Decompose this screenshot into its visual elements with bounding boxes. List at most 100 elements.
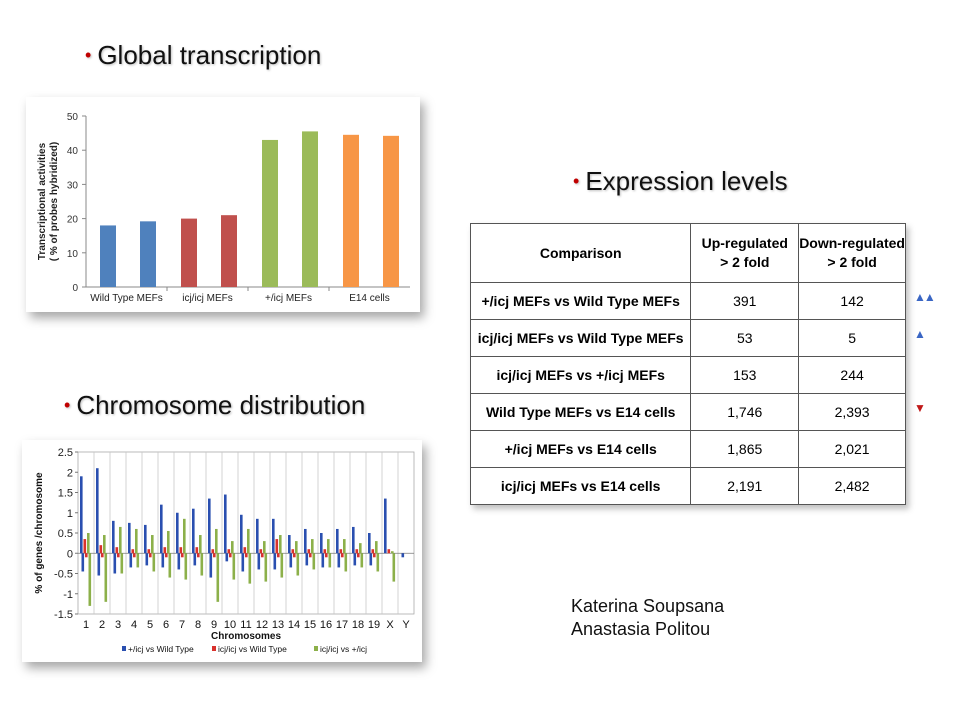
table-header-row: Comparison Up-regulated > 2 fold Down-reg… [469, 223, 906, 283]
table-row: icj/icj MEFs vs E14 cells 2,191 2,482 [469, 467, 906, 505]
chrom-chart-svg: -1.5-1-0.500.511.522.51 2 3 4 5 6 7 8 9 10 11 12 13 1… [34, 447, 415, 654]
bar [200, 553, 204, 576]
bar [209, 553, 213, 578]
bar [368, 533, 371, 554]
x-tick-label: 13 [272, 619, 284, 631]
bar [140, 221, 156, 287]
heading-chrom-text: Chromosome distribution [76, 390, 366, 420]
cell-comparison: Wild Type MEFs vs E14 cells [469, 393, 692, 431]
x-tick-label: X [386, 619, 394, 631]
bar [288, 535, 291, 554]
bar [256, 518, 259, 554]
y-tick-label: 1 [67, 508, 73, 520]
bar [304, 528, 307, 554]
legend-label: +/icj vs Wild Type [128, 644, 194, 654]
bar [240, 514, 243, 554]
bar [100, 225, 116, 287]
bar [165, 553, 168, 558]
bar [262, 139, 278, 287]
x-tick-label: E14 cells [349, 293, 390, 304]
bar [213, 553, 216, 558]
bar [401, 553, 405, 558]
cell-comparison: icj/icj MEFs vs +/icj MEFs [469, 356, 692, 394]
up-arrow-icon: ▲▲ [914, 290, 936, 304]
y-axis-title: Transcriptional activities( % of probes … [37, 142, 60, 261]
cell-comparison: +/icj MEFs vs E14 cells [469, 430, 692, 468]
bar [133, 553, 136, 558]
x-tick-label: 3 [115, 619, 121, 631]
expression-levels-table: Comparison Up-regulated > 2 fold Down-reg… [469, 223, 906, 505]
bar [384, 498, 387, 554]
heading-global-text: Global transcription [97, 40, 322, 70]
y-tick-label: 0 [72, 283, 78, 294]
bar [227, 549, 231, 554]
bar [343, 539, 346, 554]
bar [163, 547, 167, 554]
bar [309, 553, 312, 558]
bar [113, 553, 117, 574]
x-tick-label: 8 [195, 619, 201, 631]
bar [225, 553, 229, 562]
bar [99, 545, 103, 554]
bar [280, 553, 284, 578]
bar [355, 549, 359, 554]
bar [371, 549, 375, 554]
heading-expr-text: Expression levels [585, 166, 788, 196]
bar [277, 553, 280, 558]
x-tick-label: icj/icj MEFs [182, 293, 233, 304]
header-down-regulated: Down-regulated > 2 fold [798, 223, 906, 283]
cell-comparison: icj/icj MEFs vs Wild Type MEFs [469, 319, 692, 357]
bar [359, 543, 362, 554]
bar [231, 541, 234, 554]
x-tick-label: 16 [320, 619, 332, 631]
bar [151, 535, 154, 554]
bar [88, 553, 92, 606]
bar [85, 553, 88, 558]
bar [211, 549, 215, 554]
bar [129, 553, 133, 568]
bar [103, 535, 106, 554]
y-tick-label: -0.5 [54, 569, 73, 581]
x-tick-label: 7 [179, 619, 185, 631]
bar [339, 549, 343, 554]
bar [119, 526, 122, 554]
x-tick-label: Y [402, 619, 410, 631]
down-arrow-icon: ▼ [914, 401, 926, 415]
cell-down-regulated: 5 [798, 319, 906, 357]
bar [305, 553, 309, 566]
cell-down-regulated: 2,021 [798, 430, 906, 468]
header-up-line: Up-regulated [701, 235, 788, 251]
y-tick-label: 0.5 [58, 528, 73, 540]
bar [369, 553, 373, 566]
bar [131, 549, 135, 554]
bar [192, 508, 195, 554]
cell-up-regulated: 1,865 [690, 430, 800, 468]
bar [289, 553, 293, 568]
bar [81, 553, 85, 572]
bar [291, 549, 295, 554]
bar [208, 498, 211, 554]
bar [179, 547, 183, 554]
bar [120, 553, 124, 574]
chromosome-distribution-chart: -1.5 -1 -0.5 0 0.5 1 1.5 2 2.5 1 2 3 4 5 6 7 8 9 10 11 12 13 1… [22, 440, 422, 662]
bar [263, 541, 266, 554]
bar [232, 553, 236, 580]
bar [177, 553, 181, 570]
table-row: icj/icj MEFs vs Wild Type MEFs 53 5 [469, 319, 906, 357]
cell-down-regulated: 142 [798, 282, 906, 320]
bar [161, 553, 165, 568]
bar [112, 520, 115, 554]
bullet-icon: • [64, 395, 71, 415]
bar [375, 541, 378, 554]
bullet-icon: • [573, 171, 580, 191]
bar [307, 549, 311, 554]
cell-up-regulated: 2,191 [690, 467, 800, 505]
bar [80, 476, 83, 554]
bar [259, 549, 263, 554]
bar [325, 553, 328, 558]
table-row: +/icj MEFs vs Wild Type MEFs 391 142 [469, 282, 906, 320]
bar [387, 549, 391, 554]
bar [96, 468, 99, 554]
bar [327, 539, 330, 554]
bar [224, 494, 227, 554]
